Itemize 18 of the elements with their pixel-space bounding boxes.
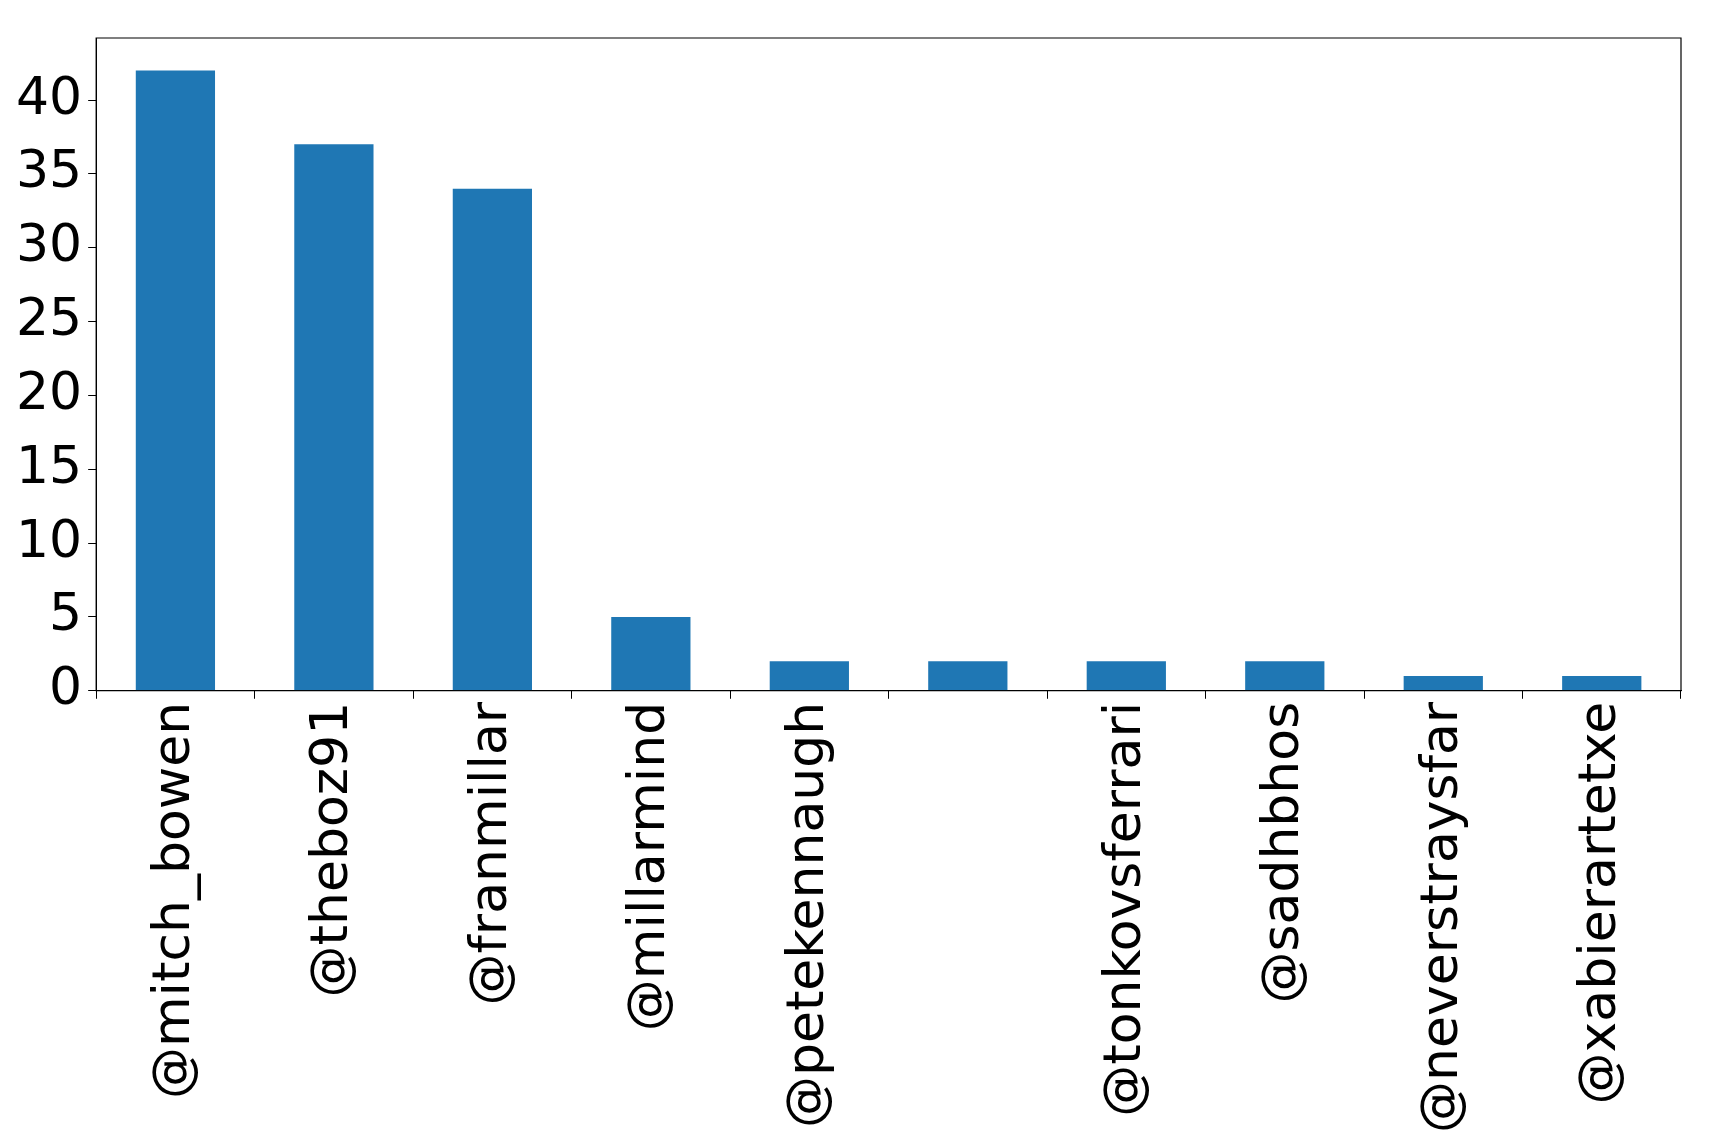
x-tick-label: @tonkovsferrari — [1091, 701, 1152, 1117]
y-tick-label: 40 — [16, 65, 83, 126]
y-tick-label: 10 — [16, 508, 83, 569]
x-tick-label: @mitch_bowen — [140, 701, 201, 1100]
y-tick-label: 30 — [16, 213, 83, 274]
y-tick-label: 35 — [16, 139, 83, 200]
x-tick-label: @xabierartetxe — [1567, 701, 1628, 1105]
y-tick-label: 25 — [16, 287, 83, 348]
x-tick-label: @petekennaugh — [774, 701, 835, 1129]
x-tick-label: @neverstraysfar — [1408, 701, 1469, 1133]
y-tick-label: 20 — [16, 360, 83, 421]
x-tick-label: @franmillar — [457, 701, 518, 1006]
x-tick-label: @theboz91 — [299, 701, 360, 998]
y-tick-label: 15 — [16, 434, 83, 495]
y-tick-label: 0 — [49, 656, 83, 717]
x-tick-label: @sadhbhos — [1250, 701, 1311, 1004]
x-tick-label: @millarmind — [616, 701, 677, 1032]
y-tick-label: 5 — [49, 582, 83, 643]
